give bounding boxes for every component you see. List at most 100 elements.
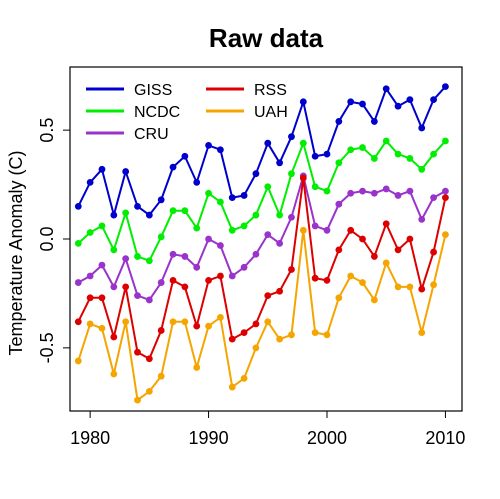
data-point-rss — [252, 320, 260, 328]
data-point-cru — [181, 253, 189, 260]
data-point-giss — [288, 133, 295, 141]
data-point-uah — [311, 329, 319, 337]
legend-label-giss: GISS — [134, 82, 172, 99]
data-point-cru — [240, 263, 248, 271]
data-point-uah — [181, 318, 189, 326]
y-axis-label: Temperature Anomaly (C) — [6, 150, 26, 355]
data-point-giss — [217, 146, 224, 154]
data-point-ncdc — [98, 222, 106, 230]
data-point-cru — [110, 283, 118, 291]
data-point-uah — [193, 364, 201, 371]
data-point-ncdc — [359, 144, 366, 151]
y-tick-label: 0.5 — [37, 118, 57, 143]
data-point-ncdc — [406, 155, 414, 162]
data-point-uah — [335, 294, 343, 302]
legend-label-rss: RSS — [254, 82, 287, 99]
data-point-cru — [276, 239, 284, 247]
data-point-rss — [276, 287, 284, 295]
data-point-rss — [240, 329, 248, 337]
x-tick-label: 1980 — [70, 428, 110, 448]
data-point-ncdc — [145, 257, 153, 265]
data-point-uah — [98, 324, 106, 332]
data-point-cru — [252, 250, 260, 258]
data-point-uah — [169, 318, 177, 326]
data-point-rss — [430, 248, 437, 256]
series-line-rss — [77, 177, 447, 360]
data-point-giss — [299, 98, 307, 106]
data-point-uah — [442, 231, 449, 239]
data-point-uah — [157, 372, 165, 380]
data-point-ncdc — [110, 246, 118, 254]
series-line-uah — [77, 229, 447, 402]
data-point-ncdc — [430, 150, 437, 158]
data-point-ncdc — [86, 229, 94, 236]
data-point-uah — [252, 344, 260, 352]
data-point-ncdc — [122, 209, 130, 217]
data-point-rss — [98, 294, 106, 302]
data-point-giss — [370, 118, 378, 125]
data-point-uah — [264, 318, 272, 326]
data-point-cru — [122, 255, 130, 262]
data-point-rss — [359, 235, 366, 243]
data-point-cru — [370, 189, 378, 197]
data-point-giss — [240, 192, 248, 199]
data-point-rss — [122, 283, 130, 291]
data-point-uah — [359, 279, 366, 286]
data-point-cru — [335, 200, 343, 208]
data-point-cru — [157, 279, 165, 286]
data-point-ncdc — [370, 155, 378, 162]
data-point-cru — [217, 242, 224, 249]
data-point-uah — [145, 388, 153, 395]
data-point-cru — [98, 261, 106, 269]
data-point-ncdc — [193, 224, 201, 232]
data-point-ncdc — [299, 139, 307, 147]
data-point-giss — [205, 141, 212, 149]
data-point-uah — [228, 383, 236, 391]
data-point-uah — [323, 331, 331, 339]
data-point-giss — [264, 139, 272, 147]
data-point-ncdc — [252, 211, 260, 219]
data-point-uah — [240, 374, 248, 382]
data-point-rss — [335, 246, 343, 254]
data-point-ncdc — [181, 207, 189, 215]
data-point-ncdc — [382, 137, 390, 145]
data-point-cru — [382, 185, 390, 193]
data-point-rss — [134, 348, 141, 356]
data-point-rss — [110, 333, 118, 341]
data-point-rss — [145, 355, 153, 363]
data-point-giss — [181, 152, 189, 160]
data-point-giss — [430, 96, 437, 104]
data-point-cru — [359, 187, 366, 195]
data-point-giss — [193, 178, 201, 186]
data-point-ncdc — [157, 233, 165, 241]
data-point-rss — [311, 274, 319, 282]
data-point-uah — [382, 259, 390, 267]
data-point-rss — [406, 235, 414, 243]
data-point-rss — [217, 272, 224, 280]
data-point-ncdc — [228, 226, 236, 234]
data-point-giss — [359, 100, 366, 108]
data-point-rss — [264, 292, 272, 300]
data-point-giss — [228, 194, 236, 202]
data-point-giss — [442, 83, 449, 90]
data-point-rss — [86, 294, 94, 302]
data-point-ncdc — [323, 187, 331, 195]
data-point-cru — [406, 187, 414, 195]
data-point-giss — [406, 96, 414, 104]
data-point-ncdc — [240, 222, 248, 230]
data-point-cru — [442, 187, 449, 195]
data-point-cru — [74, 279, 82, 286]
data-point-giss — [382, 85, 390, 93]
x-tick-label: 2000 — [307, 428, 347, 448]
data-point-uah — [370, 296, 378, 304]
chart-title: Raw data — [209, 23, 324, 53]
data-point-ncdc — [205, 189, 212, 197]
data-point-rss — [288, 266, 295, 273]
data-point-uah — [74, 357, 82, 365]
data-point-rss — [169, 276, 177, 284]
data-point-giss — [98, 165, 106, 173]
y-tick-label: -0.5 — [37, 332, 57, 363]
data-point-uah — [418, 329, 426, 337]
data-point-giss — [145, 211, 153, 219]
